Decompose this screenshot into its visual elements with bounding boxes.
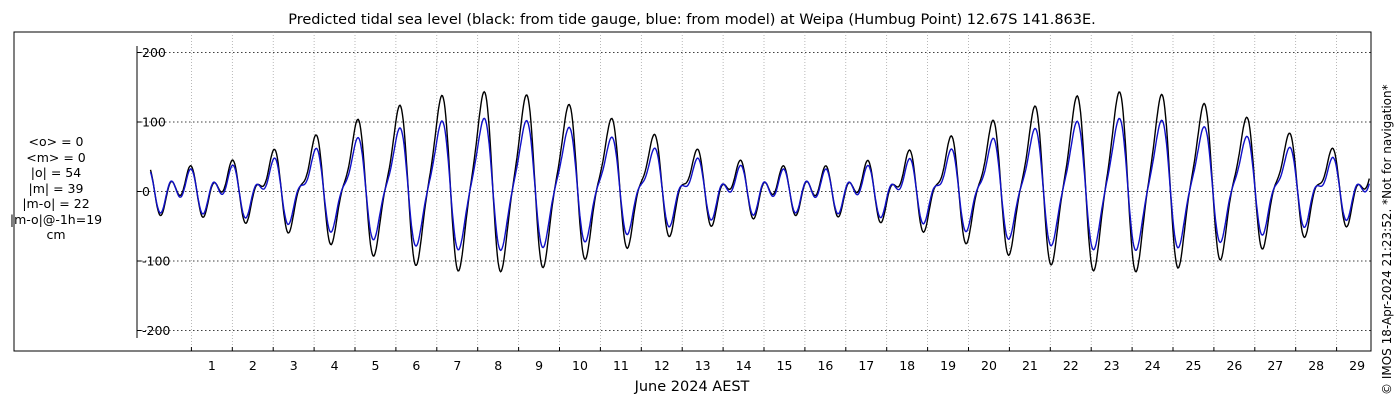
x-tick-label: 2: [249, 358, 257, 373]
x-tick-label: 15: [777, 358, 793, 373]
x-tick-label: 9: [535, 358, 543, 373]
credit-text: © IMOS 18-Apr-2024 21:23:52. *Not for na…: [1380, 84, 1394, 395]
x-tick-label: 29: [1349, 358, 1365, 373]
x-tick-label: 27: [1267, 358, 1283, 373]
stat-mean-obs: <o> = 0: [28, 134, 84, 149]
y-tick-label: 0: [142, 184, 150, 199]
x-tick-label: 20: [981, 358, 997, 373]
x-tick-label: 26: [1226, 358, 1242, 373]
y-tick-label: 100: [142, 115, 166, 130]
x-tick-label: 13: [695, 358, 711, 373]
y-tick-label: -200: [142, 323, 170, 338]
x-tick-label: 11: [613, 358, 629, 373]
x-tick-label: 24: [1145, 358, 1161, 373]
outer-frame: [13, 31, 1372, 352]
x-tick-label: 3: [290, 358, 298, 373]
x-tick-label: 23: [1104, 358, 1120, 373]
tick-layer: 1 2 3 4 5 6 7 8 9 10 11 12 13 14 15 16 17 18 19 20 21 22 23 24 2…: [137, 45, 1365, 373]
stat-unit: cm: [46, 227, 66, 242]
stat-abs-obs: |o| = 54: [30, 165, 82, 180]
x-tick-label: 1: [208, 358, 216, 373]
x-tick-label: 10: [572, 358, 588, 373]
stats-panel: <o> = 0 <m> = 0 |o| = 54 |m| = 39 |m-o| …: [4, 134, 108, 243]
x-tick-label: 17: [858, 358, 874, 373]
series-layer: [149, 90, 1370, 273]
x-tick-label: 12: [654, 358, 670, 373]
x-tick-label: 16: [817, 358, 833, 373]
stat-abs-diff-lag: |m-o|@-1h=19: [9, 211, 103, 227]
x-tick-label: 4: [331, 358, 339, 373]
x-tick-label: 19: [940, 358, 956, 373]
y-tick-label: 200: [142, 45, 166, 60]
grid-layer: [137, 32, 1371, 351]
x-tick-label: 8: [494, 358, 502, 373]
x-tick-label: 25: [1186, 358, 1202, 373]
stat-mean-model: <m> = 0: [26, 149, 86, 165]
series-line-tide-gauge: [149, 90, 1370, 273]
x-tick-label: 5: [372, 358, 380, 373]
x-tick-label: 7: [453, 358, 461, 373]
series-line-model: [149, 117, 1370, 252]
x-tick-label: 28: [1308, 358, 1324, 373]
x-tick-label: 21: [1022, 358, 1038, 373]
chart-title: Predicted tidal sea level (black: from t…: [288, 12, 1096, 28]
y-tick-label: -100: [142, 254, 170, 269]
x-tick-label: 6: [412, 358, 420, 373]
x-tick-label: 18: [899, 358, 915, 373]
stat-abs-model: |m| = 39: [28, 180, 84, 196]
x-axis-label: June 2024 AEST: [634, 379, 750, 395]
x-tick-label: 22: [1063, 358, 1079, 373]
stat-abs-diff: |m-o| = 22: [22, 196, 90, 211]
x-tick-label: 14: [736, 358, 752, 373]
